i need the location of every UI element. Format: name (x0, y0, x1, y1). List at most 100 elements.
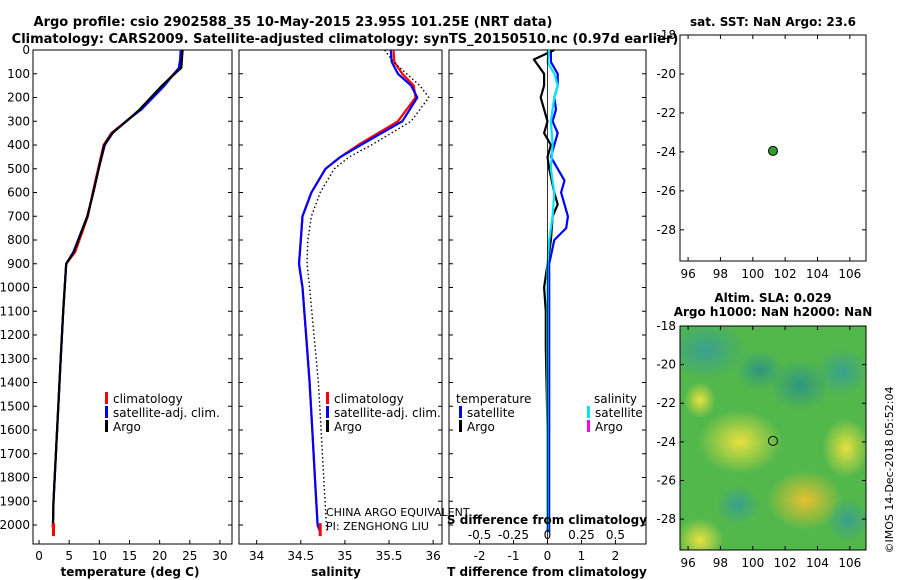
s-tick-label: 0.5 (606, 528, 625, 542)
legend-label-argo: Argo (334, 420, 362, 434)
series-line-t-argo (532, 49, 559, 533)
temperature-axis-label: temperature (deg C) (61, 565, 200, 579)
salinity-profile-chart: 34 34.5 35 35.5 36 (239, 49, 442, 563)
map-x-tick-label: 102 (774, 556, 797, 570)
legend-label-t-argo: Argo (467, 420, 495, 434)
legend-swatch-climatology (105, 392, 108, 404)
map-y-tick-label: -24 (656, 435, 676, 449)
map-x-tick-label: 96 (680, 267, 695, 281)
y-tick-label: 900 (7, 257, 30, 271)
temperature-plot-frame (32, 49, 233, 545)
y-tick-label: 1200 (0, 328, 30, 342)
x-tick-label: 2 (612, 549, 620, 563)
y-tick-label: 800 (7, 233, 30, 247)
series-line-argo (306, 49, 430, 533)
legend-label-argo: Argo (113, 420, 141, 434)
y-tick-label: 1600 (0, 423, 30, 437)
legend-title-salinity: salinity (594, 392, 637, 406)
y-tick-label: 300 (7, 114, 30, 128)
legend-swatch-satellite (105, 406, 108, 418)
y-tick-label: 2000 (0, 518, 30, 532)
map-y-tick-label: -20 (656, 67, 676, 81)
argo-location-marker (768, 435, 778, 446)
x-tick-label: 35 (337, 549, 352, 563)
series-line-argo (51, 49, 184, 528)
salinity-plot-frame (238, 49, 443, 545)
x-tick-label: 15 (122, 549, 137, 563)
temperature-legend: climatology satellite-adj. clim. Argo (105, 392, 220, 434)
sla-map-subtitle: Argo h1000: NaN h2000: NaN (674, 305, 873, 319)
s-tick-label: -0.25 (498, 528, 529, 542)
x-tick-label: 35.5 (376, 549, 403, 563)
map-y-tick-label: -24 (656, 145, 676, 159)
sst-map: 96 98 100 102 104 106 -18 -20 -22 -24 -26 -28 (656, 28, 866, 281)
map-x-tick-label: 106 (838, 556, 861, 570)
x-tick-label: -1 (508, 549, 520, 563)
difference-axis-label: T difference from climatology (447, 565, 647, 579)
legend-swatch-t-argo (459, 420, 462, 432)
legend-label-s-satellite: satellite (595, 406, 643, 420)
sla-map-axes: 96 98 100 102 104 106 -18 -20 -22 -24 -26 -28 (656, 319, 866, 570)
legend-label-climatology: climatology (113, 392, 183, 406)
x-tick-label: 25 (182, 549, 197, 563)
sst-map-frame (679, 34, 867, 262)
y-tick-label: 500 (7, 162, 30, 176)
y-tick-label: 1100 (0, 304, 30, 318)
legend-label-s-argo: Argo (595, 420, 623, 434)
map-x-tick-label: 96 (680, 556, 695, 570)
y-tick-label: 400 (7, 138, 30, 152)
header-title-line1: Argo profile: csio 2902588_35 10-May-201… (34, 15, 553, 30)
y-tick-label: 600 (7, 186, 30, 200)
x-tick-label: 10 (92, 549, 107, 563)
map-y-tick-label: -28 (656, 223, 676, 237)
x-tick-label: 5 (65, 549, 73, 563)
map-x-tick-label: 106 (838, 267, 861, 281)
temperature-profile-chart: 0 5 10 15 20 25 300100200300400500600700800900… (0, 43, 232, 563)
s-difference-label: S difference from climatology (447, 513, 647, 527)
legend-swatch-satellite (326, 406, 329, 418)
series-line-climatology (297, 49, 417, 533)
y-tick-label: 1400 (0, 376, 30, 390)
difference-profile-chart: -2 -1 0 1 2 (449, 49, 646, 563)
y-tick-label: 100 (7, 67, 30, 81)
sla-map-frame (679, 325, 867, 551)
series-line-satellite-adj-clim- (297, 49, 419, 533)
series-line-climatology (51, 49, 183, 528)
s-tick-label: 0 (544, 528, 552, 542)
argo-location-marker (768, 145, 778, 156)
legend-label-climatology: climatology (334, 392, 404, 406)
salinity-legend: climatology satellite-adj. clim. Argo (326, 392, 441, 434)
legend-swatch-s-satellite (587, 406, 590, 418)
footer-credit: ©IMOS 14-Dec-2018 05:52:04 (883, 387, 896, 554)
x-tick-label: 1 (578, 549, 586, 563)
legend-label-satellite: satellite-adj. clim. (334, 406, 441, 420)
x-tick-label: 0 (544, 549, 552, 563)
y-tick-label: 1000 (0, 281, 30, 295)
bottom-marker (52, 523, 56, 537)
y-tick-label: 1500 (0, 399, 30, 413)
x-tick-label: -2 (474, 549, 486, 563)
x-tick-label: 34 (249, 549, 264, 563)
map-x-tick-label: 100 (741, 556, 764, 570)
y-tick-label: 1300 (0, 352, 30, 366)
legend-swatch-climatology (326, 392, 329, 404)
difference-legend: temperature salinity satellite Argo sate… (456, 392, 643, 434)
legend-swatch-s-argo (587, 420, 590, 432)
map-y-tick-label: -20 (656, 358, 676, 372)
y-tick-label: 1800 (0, 471, 30, 485)
map-y-tick-label: -26 (656, 184, 676, 198)
salinity-annotation-program: CHINA ARGO EQUIVALENT (326, 506, 470, 519)
sla-map-title: Altim. SLA: 0.029 (714, 291, 831, 305)
s-difference-ticks: -0.5 -0.25 0 0.25 0.5 (468, 528, 625, 542)
x-tick-label: 34.5 (287, 549, 314, 563)
x-tick-label: 36 (426, 549, 441, 563)
header-title-line2: Climatology: CARS2009. Satellite-adjuste… (12, 32, 679, 47)
salinity-annotation-pi: PI: ZENGHONG LIU (326, 520, 429, 533)
map-x-tick-label: 102 (774, 267, 797, 281)
map-x-tick-label: 98 (713, 267, 728, 281)
legend-swatch-argo (326, 420, 329, 432)
legend-label-t-satellite: satellite (467, 406, 515, 420)
map-y-tick-label: -18 (656, 319, 676, 333)
map-y-tick-label: -28 (656, 512, 676, 526)
map-x-tick-label: 98 (713, 556, 728, 570)
